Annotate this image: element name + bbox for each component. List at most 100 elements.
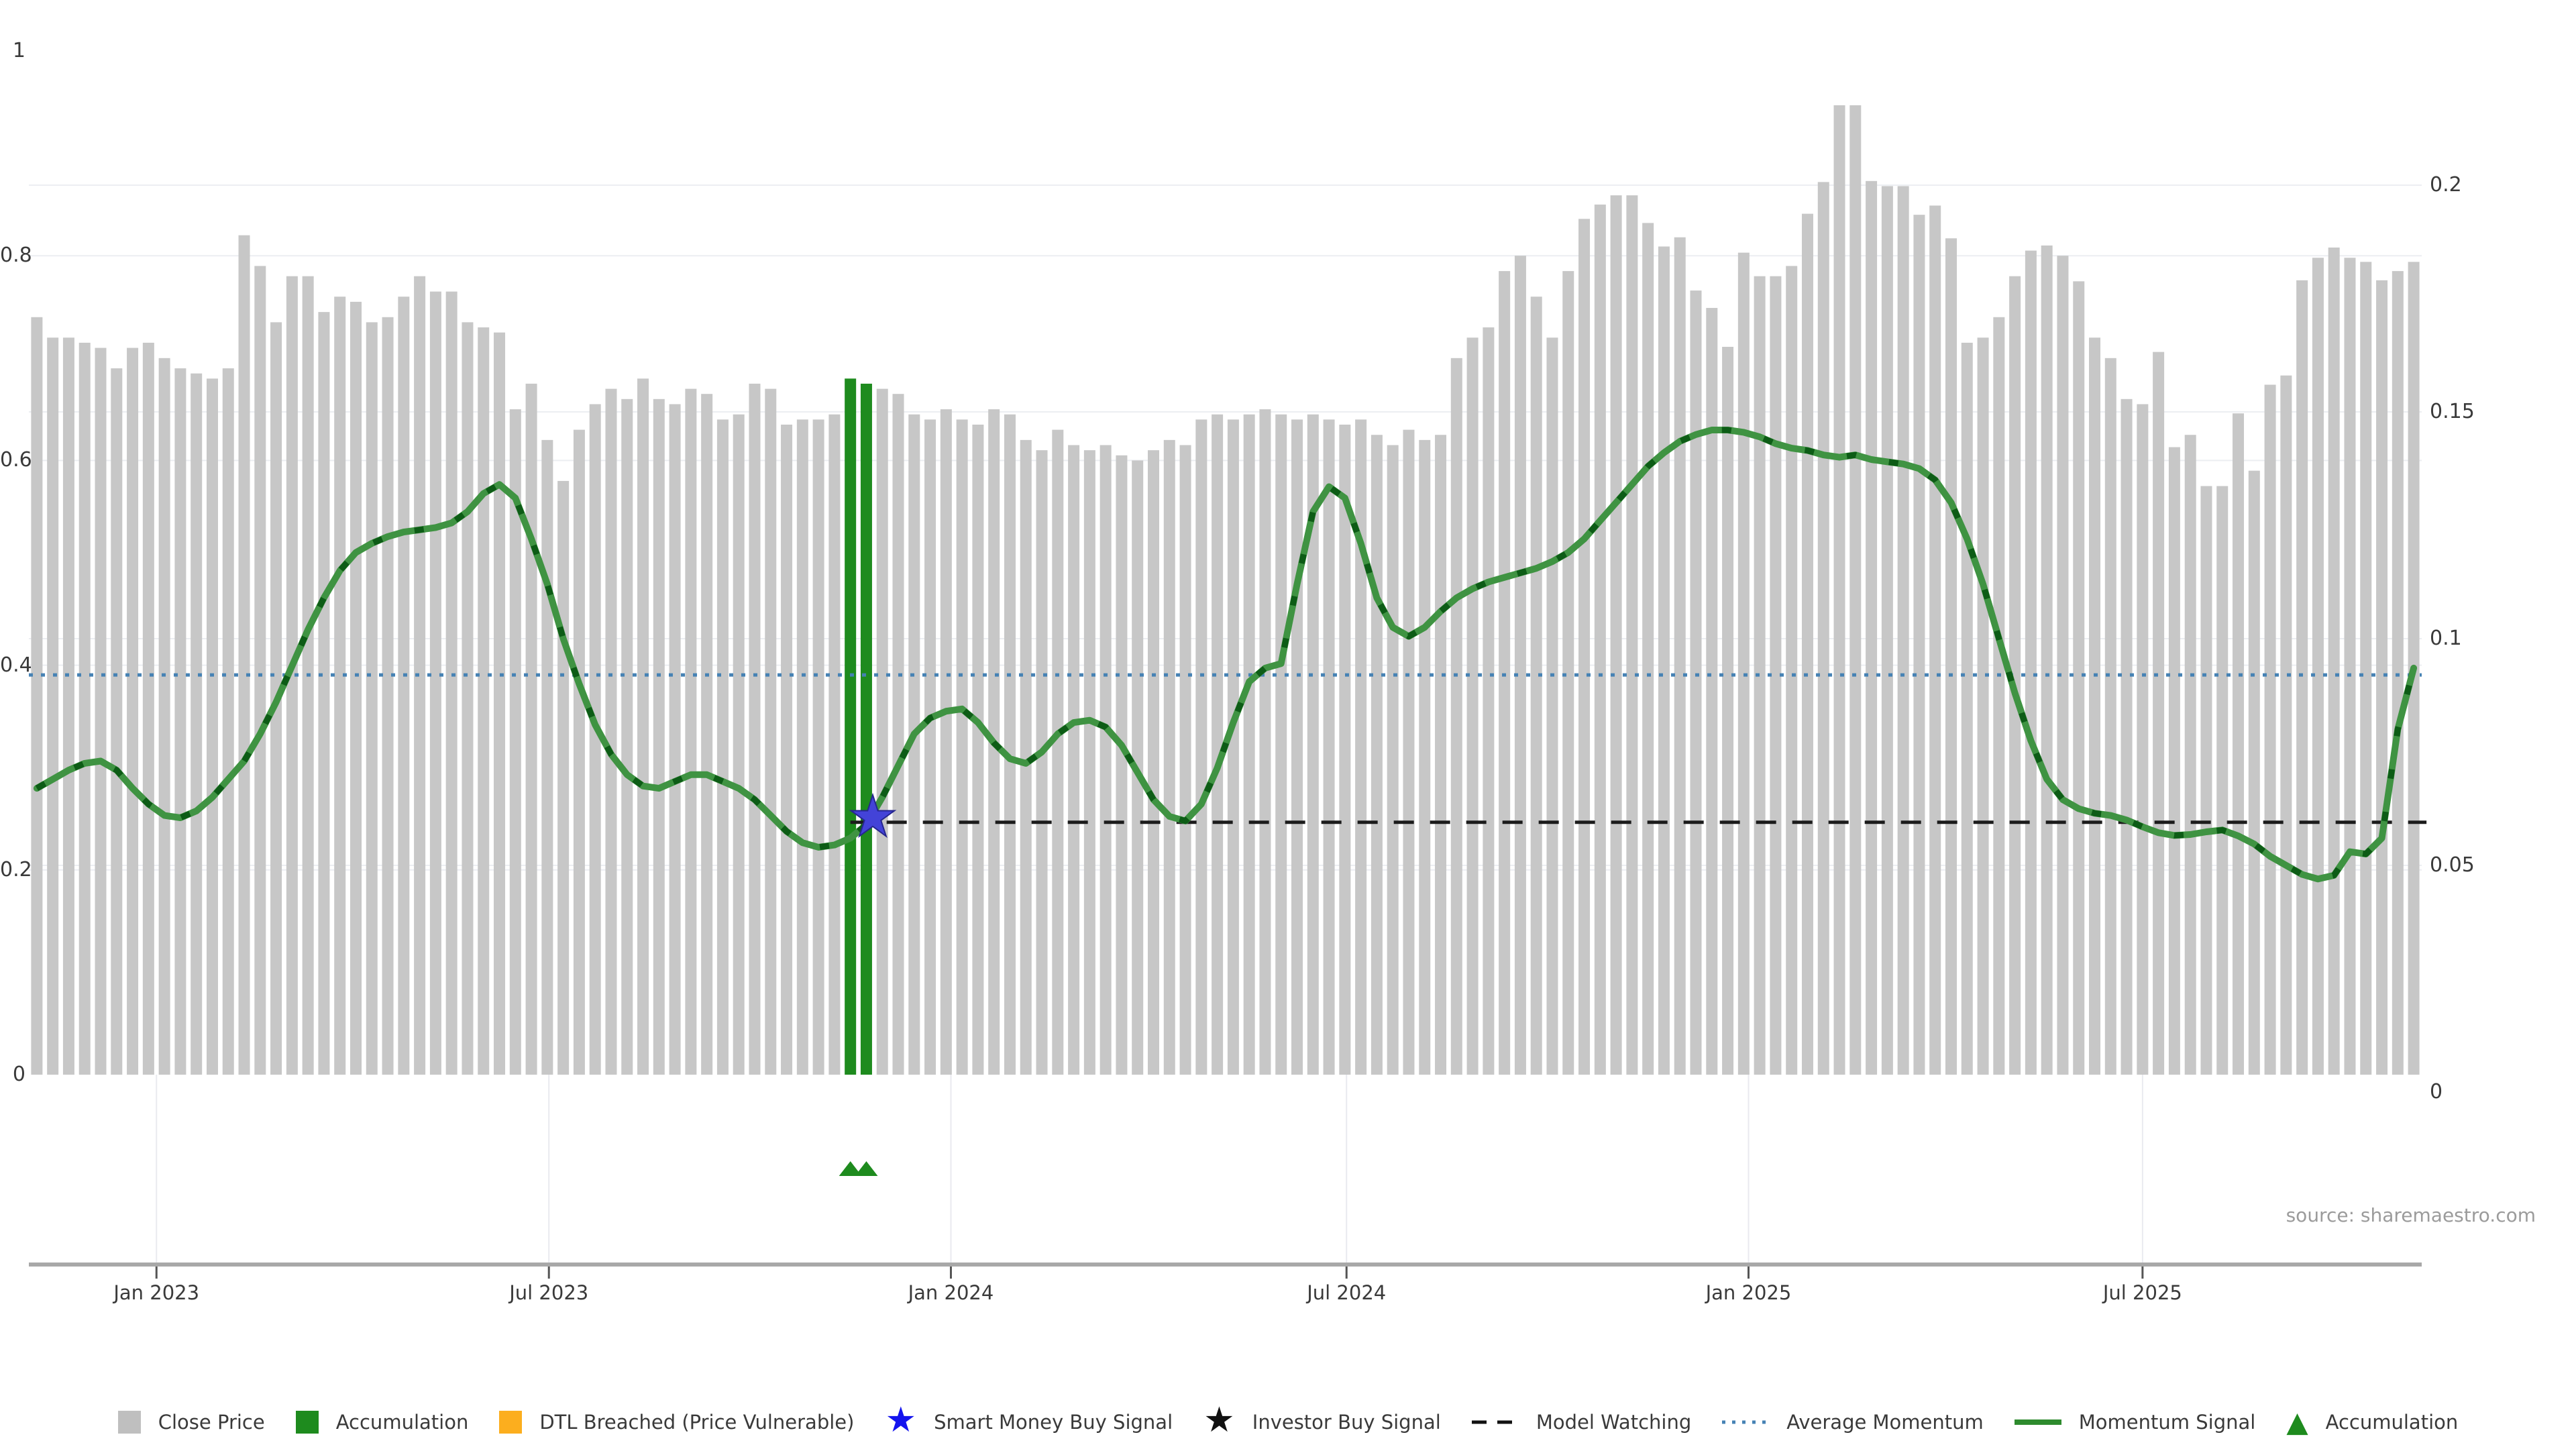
legend-dash-line-icon bbox=[1471, 1420, 1519, 1424]
close-price-bar bbox=[445, 291, 458, 1075]
close-price-bar bbox=[749, 383, 761, 1075]
legend-label: Accumulation bbox=[2325, 1411, 2459, 1434]
close-price-bar bbox=[111, 368, 123, 1075]
close-price-bar bbox=[781, 424, 793, 1075]
close-price-bar bbox=[1466, 337, 1479, 1075]
legend-label: Momentum Signal bbox=[2078, 1411, 2256, 1434]
close-price-bar bbox=[812, 419, 824, 1075]
close-price-bar bbox=[509, 409, 521, 1075]
legend-label: DTL Breached (Price Vulnerable) bbox=[539, 1411, 855, 1434]
close-price-bar bbox=[142, 342, 154, 1075]
close-price-bar bbox=[1355, 419, 1367, 1075]
close-price-bar bbox=[876, 388, 888, 1075]
close-price-bar bbox=[2168, 447, 2180, 1075]
close-price-bar bbox=[1195, 419, 1208, 1075]
accumulation-bar bbox=[845, 378, 857, 1075]
close-price-bar bbox=[1036, 450, 1048, 1075]
legend-dot-line-icon bbox=[1722, 1420, 1770, 1424]
close-price-bar bbox=[2216, 486, 2229, 1075]
close-price-bar bbox=[1147, 450, 1159, 1075]
legend-item-accumulation: Accumulation bbox=[295, 1411, 469, 1434]
legend-item-close-price: Close Price bbox=[117, 1411, 265, 1434]
smart-money-buy-star bbox=[849, 792, 897, 839]
close-price-bar bbox=[334, 297, 346, 1075]
legend-square-swatch bbox=[499, 1411, 523, 1434]
close-price-bar bbox=[191, 373, 203, 1075]
legend-label: Average Momentum bbox=[1786, 1411, 1984, 1434]
close-price-bar bbox=[2025, 250, 2037, 1075]
legend-item-model-watching: Model Watching bbox=[1471, 1411, 1691, 1434]
close-price-bar bbox=[541, 439, 553, 1075]
legend-item-average-momentum: Average Momentum bbox=[1722, 1411, 1984, 1434]
close-price-bar bbox=[1004, 414, 1016, 1075]
close-price-bar bbox=[2344, 258, 2356, 1075]
close-price-bar bbox=[605, 388, 617, 1075]
legend-star-icon: ★ bbox=[885, 1400, 917, 1440]
close-price-bar bbox=[2041, 245, 2053, 1075]
close-price-bar bbox=[1403, 429, 1415, 1075]
close-price-bar bbox=[366, 322, 378, 1075]
close-price-bar bbox=[796, 419, 808, 1075]
close-price-bar bbox=[462, 322, 474, 1075]
close-price-bar bbox=[1435, 435, 1447, 1075]
close-price-bar bbox=[1961, 342, 1973, 1075]
close-price-bar bbox=[174, 368, 186, 1075]
close-price-bar bbox=[1227, 419, 1239, 1075]
close-price-bar bbox=[653, 398, 665, 1075]
legend-item-dtl-breached-price-vulnerable-: DTL Breached (Price Vulnerable) bbox=[499, 1411, 854, 1434]
close-price-bar bbox=[1339, 424, 1351, 1075]
close-price-bar bbox=[78, 342, 91, 1075]
close-price-bar bbox=[716, 419, 729, 1075]
legend-label: Accumulation bbox=[335, 1411, 469, 1434]
close-price-bar bbox=[1546, 337, 1558, 1075]
close-price-bar bbox=[733, 414, 745, 1075]
close-price-bar bbox=[1993, 317, 2005, 1075]
legend-star-icon: ★ bbox=[1203, 1400, 1235, 1440]
close-price-bar bbox=[924, 419, 936, 1075]
legend: Close Price Accumulation DTL Breached (Pri… bbox=[0, 1401, 2576, 1444]
accumulation-triangle bbox=[855, 1161, 878, 1176]
close-price-bar bbox=[1817, 182, 1829, 1075]
close-price-bar bbox=[765, 388, 777, 1075]
close-price-bar bbox=[1706, 308, 1718, 1075]
close-price-bar bbox=[1163, 439, 1175, 1075]
close-price-bar bbox=[1945, 238, 1957, 1075]
close-price-bar bbox=[2312, 258, 2324, 1075]
close-price-bar bbox=[478, 327, 490, 1075]
close-price-bar bbox=[1690, 290, 1702, 1075]
close-price-bar bbox=[398, 297, 410, 1075]
close-price-bar bbox=[1770, 276, 1782, 1075]
close-price-bar bbox=[1737, 252, 1750, 1075]
close-price-bar bbox=[685, 388, 697, 1075]
close-price-bar bbox=[1020, 439, 1032, 1075]
close-price-bar bbox=[1323, 419, 1335, 1075]
close-price-bar bbox=[1594, 204, 1606, 1075]
legend-item-smart-money-buy-signal: ★ Smart Money Buy Signal bbox=[885, 1400, 1173, 1440]
close-price-bar bbox=[1881, 186, 1893, 1075]
close-price-bar bbox=[1977, 337, 1989, 1075]
close-price-bar bbox=[1897, 186, 1909, 1075]
close-price-bar bbox=[1450, 358, 1462, 1075]
close-price-bar bbox=[637, 378, 649, 1075]
close-price-bar bbox=[2280, 375, 2292, 1075]
close-price-bar bbox=[557, 480, 570, 1075]
close-price-bar bbox=[2153, 352, 2165, 1075]
close-price-bar bbox=[2104, 358, 2116, 1075]
legend-item-investor-buy-signal: ★ Investor Buy Signal bbox=[1203, 1400, 1441, 1440]
close-price-bar bbox=[1801, 213, 1813, 1075]
close-price-bar bbox=[669, 404, 681, 1075]
close-price-bar bbox=[429, 291, 441, 1075]
legend-square-swatch bbox=[117, 1411, 141, 1434]
close-price-bar bbox=[1307, 414, 1319, 1075]
close-price-bar bbox=[1212, 414, 1224, 1075]
legend-label: Investor Buy Signal bbox=[1252, 1411, 1441, 1434]
close-price-bar bbox=[1530, 297, 1542, 1075]
close-price-bar bbox=[494, 332, 506, 1075]
close-price-bar bbox=[2184, 435, 2196, 1075]
close-price-bar bbox=[2200, 486, 2212, 1075]
legend-solid-line-icon bbox=[2014, 1419, 2061, 1425]
close-price-bar bbox=[2121, 398, 2133, 1075]
close-price-bar bbox=[2360, 262, 2372, 1075]
close-price-bar bbox=[972, 424, 984, 1075]
legend-item-accumulation: ▲ Accumulation bbox=[2286, 1408, 2458, 1436]
